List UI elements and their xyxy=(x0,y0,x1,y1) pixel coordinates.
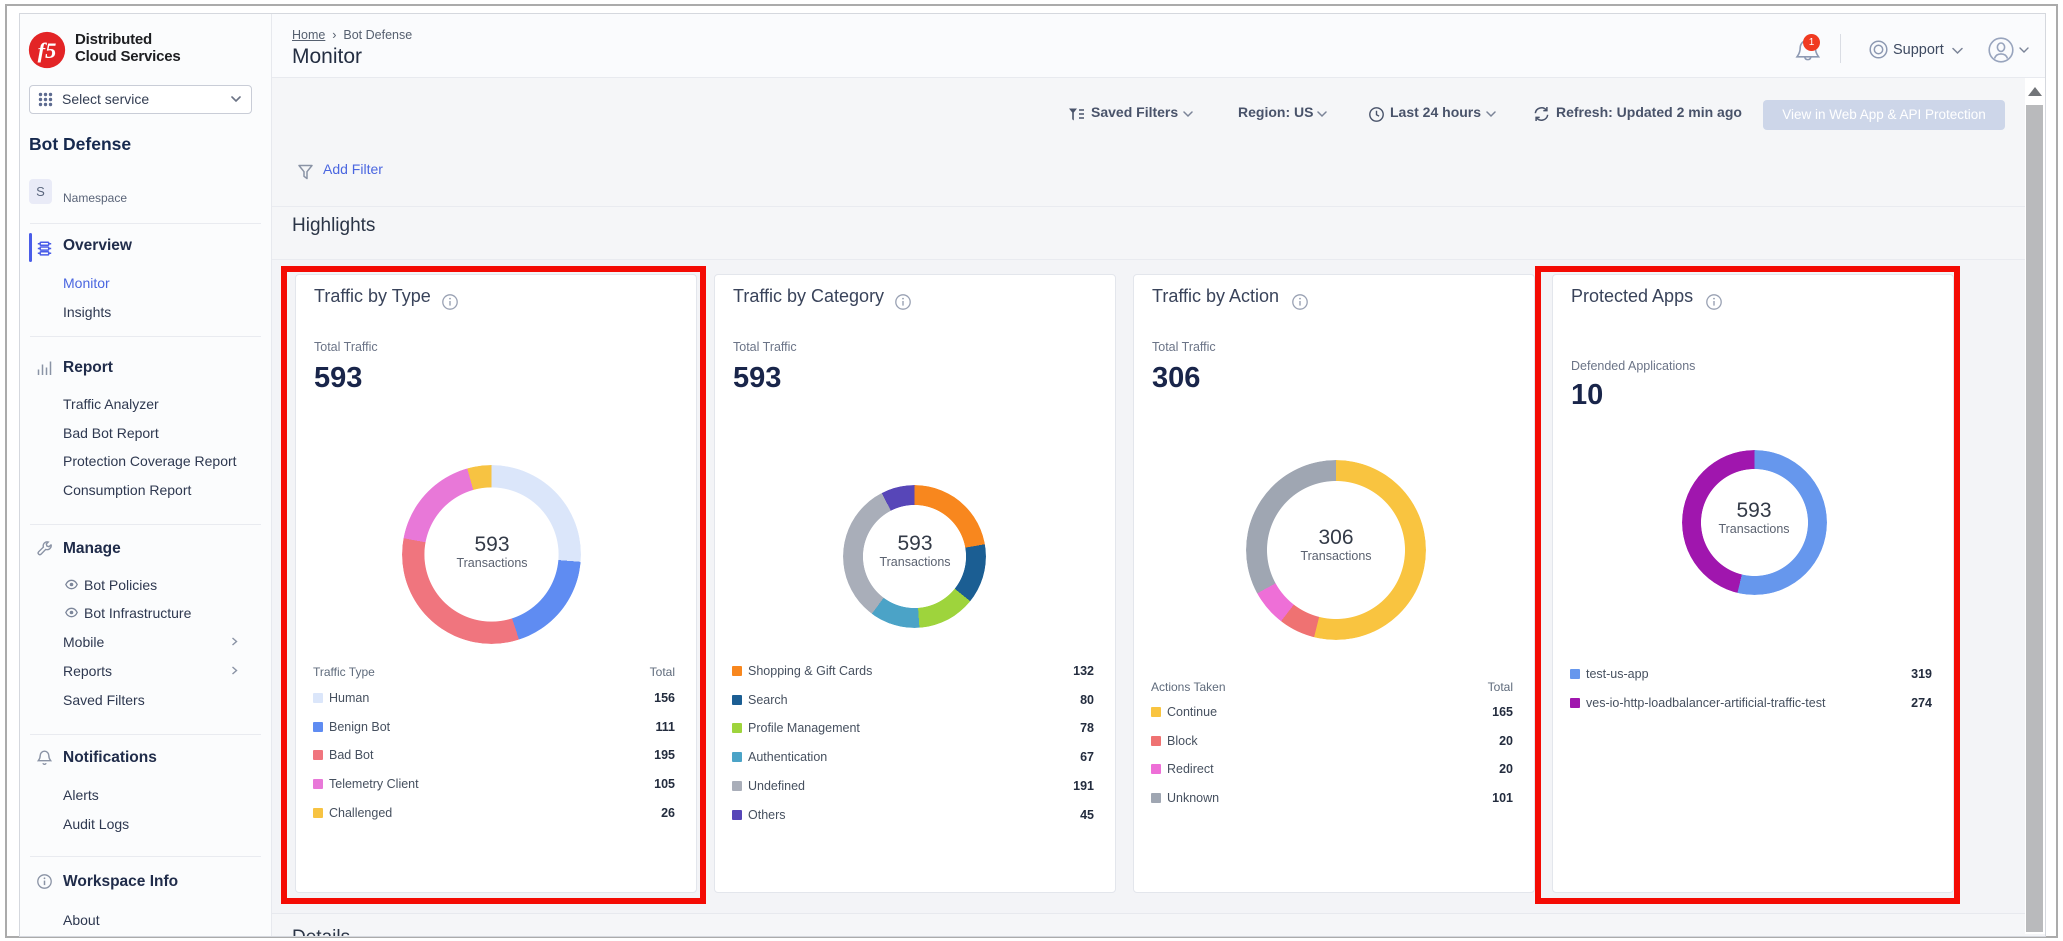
svg-text:f5: f5 xyxy=(38,38,57,63)
